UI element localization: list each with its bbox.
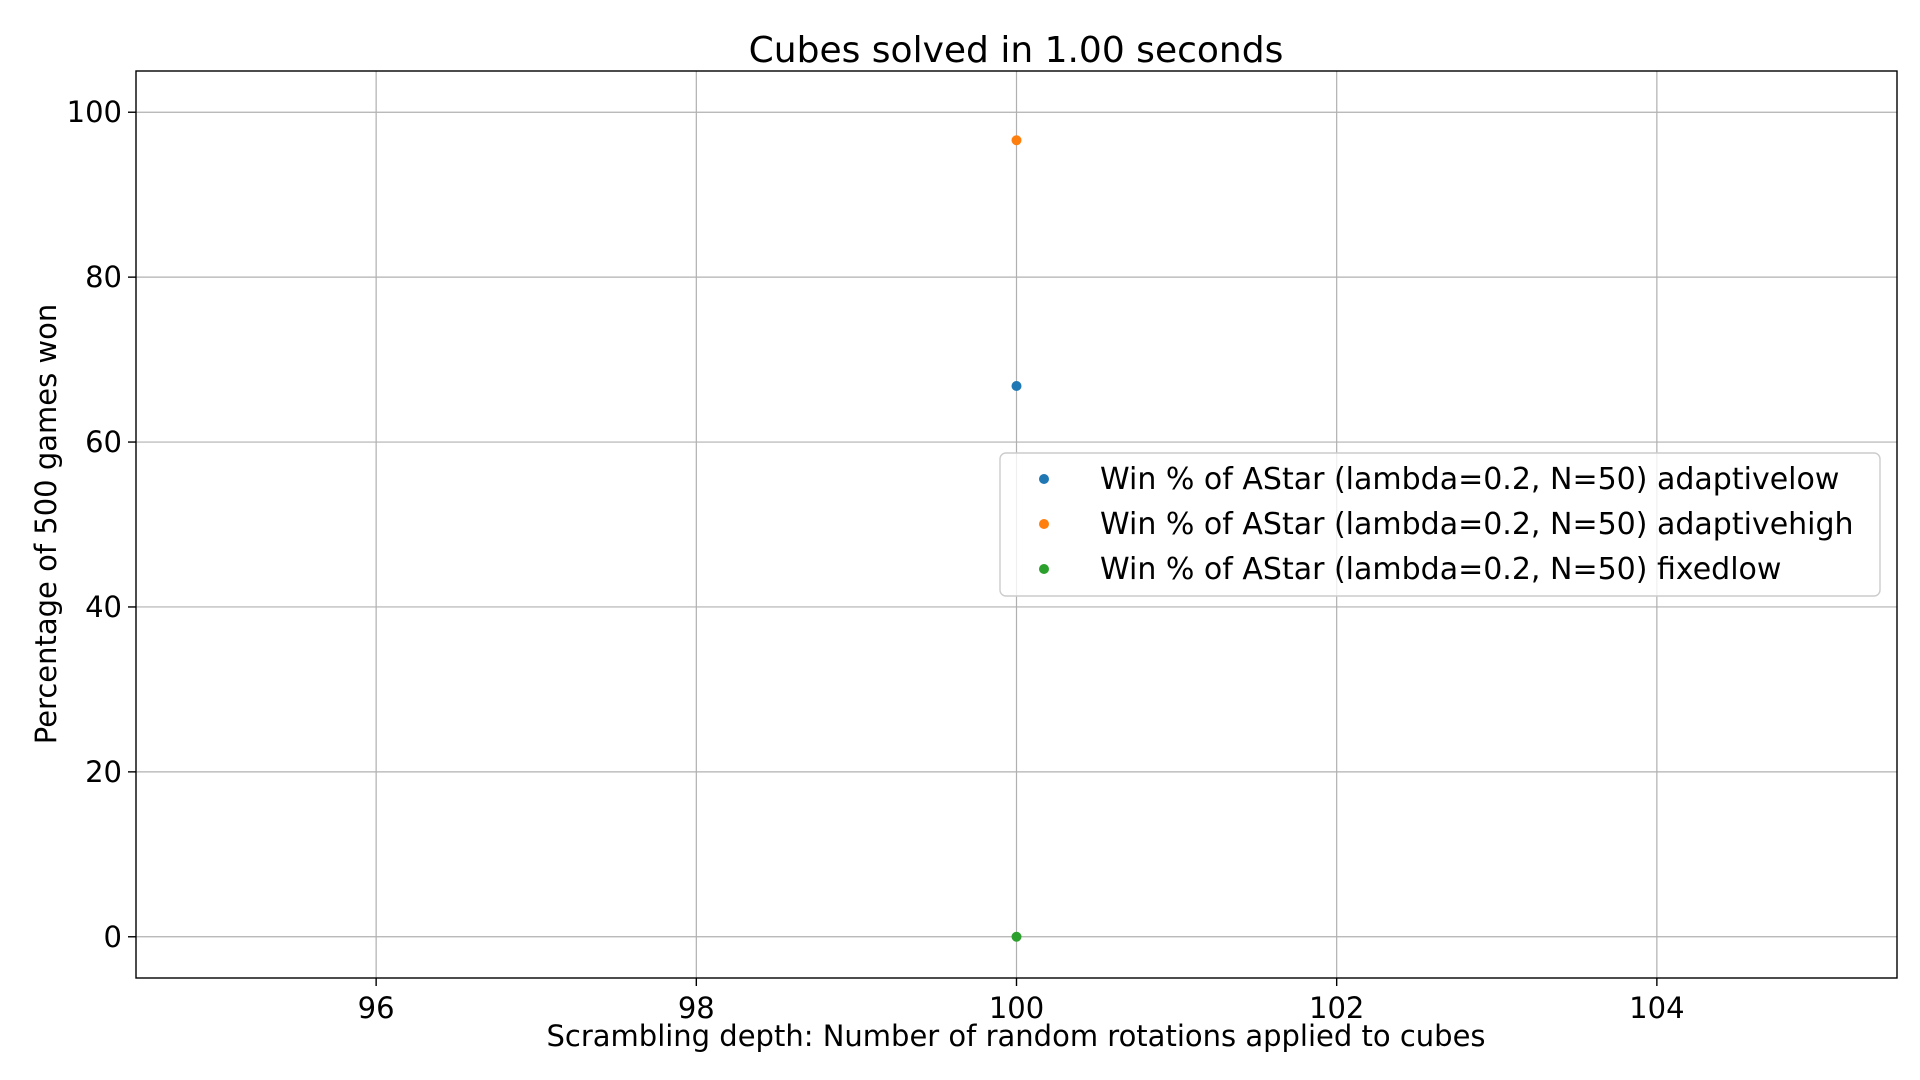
y-tick-label: 40 (85, 590, 122, 624)
data-points (1011, 135, 1022, 942)
axis-ticks: 96 98 100 102 104 0 20 40 60 80 100 (67, 95, 1685, 1025)
legend-entry-label: Win % of AStar (lambda=0.2, N=50) fixedl… (1100, 552, 1781, 587)
data-point (1011, 135, 1022, 146)
x-tick-label: 98 (678, 991, 715, 1025)
legend-box (999, 452, 1881, 597)
x-tick-label: 102 (1309, 991, 1364, 1025)
data-point (1011, 931, 1022, 942)
legend-entry-label: Win % of AStar (lambda=0.2, N=50) adapti… (1100, 507, 1854, 542)
legend-entry-label: Win % of AStar (lambda=0.2, N=50) adapti… (1100, 462, 1839, 497)
legend: Win % of AStar (lambda=0.2, N=50) adapti… (999, 452, 1881, 597)
y-tick-label: 80 (85, 260, 122, 294)
y-axis-label: Percentage of 500 games won (29, 304, 63, 745)
y-tick-label: 100 (67, 95, 122, 129)
x-tick-label: 104 (1629, 991, 1684, 1025)
legend-marker (1039, 474, 1049, 484)
legend-marker (1039, 519, 1049, 529)
data-point (1011, 380, 1022, 391)
y-tick-label: 0 (104, 920, 122, 954)
x-tick-label: 96 (358, 991, 395, 1025)
y-tick-label: 60 (85, 425, 122, 459)
y-tick-label: 20 (85, 755, 122, 789)
x-axis-label: Scrambling depth: Number of random rotat… (546, 1019, 1485, 1053)
x-tick-label: 100 (989, 991, 1044, 1025)
chart-title: Cubes solved in 1.00 seconds (749, 30, 1284, 71)
legend-marker (1039, 564, 1049, 574)
